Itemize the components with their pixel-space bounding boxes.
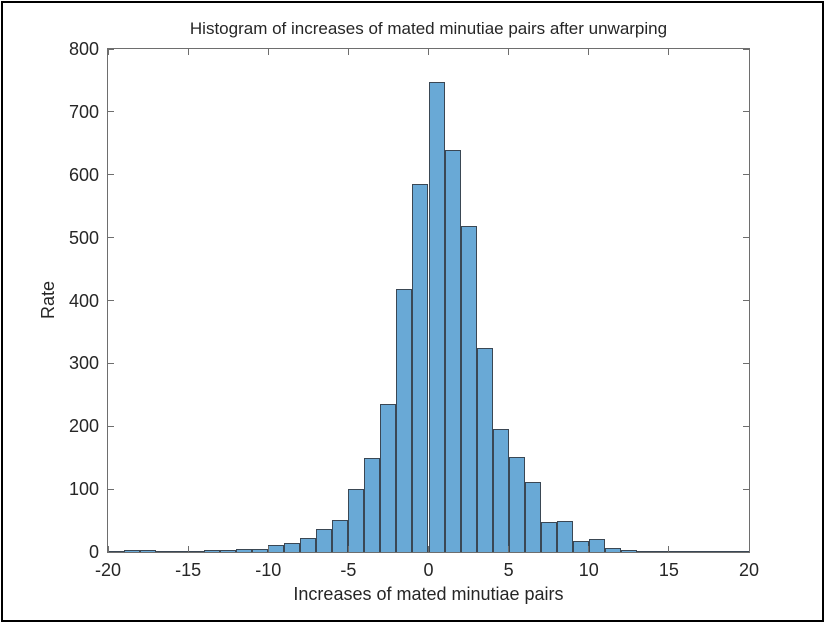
tick-mark (108, 300, 114, 301)
tick-mark (668, 49, 670, 55)
tick-mark (267, 546, 269, 552)
histogram-bar (316, 529, 333, 552)
histogram-bar (380, 404, 397, 552)
tick-mark (743, 174, 749, 176)
histogram-bar (412, 184, 429, 552)
histogram-bar (524, 481, 541, 552)
histogram-bar (556, 521, 573, 552)
histogram-bar (236, 548, 253, 552)
tick-mark (187, 546, 189, 552)
y-tick-label: 200 (68, 416, 99, 437)
histogram-bar (108, 550, 125, 552)
tick-mark (347, 49, 349, 55)
x-tick-label: 15 (658, 560, 679, 580)
tick-mark (108, 174, 114, 176)
y-tick-label: 700 (68, 101, 99, 122)
y-tick-label: 600 (68, 164, 99, 185)
x-tick-label: 5 (503, 560, 514, 580)
tick-mark (108, 48, 114, 50)
y-tick-label: 800 (68, 39, 99, 59)
histogram-bar (636, 550, 653, 552)
chart-title: Histogram of increases of mated minutiae… (189, 19, 668, 38)
tick-mark (743, 362, 749, 364)
x-tick-label: -20 (94, 560, 121, 580)
histogram-bar (588, 538, 605, 552)
tick-mark (743, 551, 749, 553)
tick-mark (748, 546, 750, 552)
plot-area (107, 48, 750, 553)
tick-mark (668, 546, 670, 552)
histogram-bar (684, 551, 701, 552)
x-tick-label: 10 (578, 560, 599, 580)
histogram-bar (156, 550, 173, 552)
histogram-bar (572, 541, 589, 552)
histogram-bar (444, 149, 461, 552)
tick-mark (347, 546, 349, 552)
tick-mark (267, 49, 269, 55)
histogram-bar (124, 550, 141, 552)
tick-mark (743, 488, 749, 490)
histogram-bar (492, 428, 509, 552)
tick-mark (107, 49, 109, 55)
x-tick-label: -5 (340, 560, 357, 580)
histogram-bar (204, 550, 221, 552)
x-tick-label: -15 (175, 560, 202, 580)
tick-mark (743, 425, 749, 427)
histogram-bar (652, 550, 669, 552)
x-tick-label: -10 (255, 560, 282, 580)
tick-mark (508, 546, 510, 552)
histogram-bar (332, 519, 349, 552)
histogram-bar (140, 550, 157, 552)
histogram-bar (268, 545, 285, 552)
histogram-bar (716, 551, 733, 552)
histogram-bar (188, 550, 205, 552)
tick-mark (743, 48, 749, 50)
histogram-bar (396, 289, 413, 552)
histogram-bar (460, 226, 477, 552)
tick-mark (187, 49, 189, 55)
tick-mark (108, 111, 114, 113)
tick-mark (588, 546, 590, 552)
tick-mark (108, 488, 114, 490)
tick-mark (428, 546, 429, 552)
y-tick-label: 400 (68, 290, 99, 311)
tick-mark (108, 237, 114, 239)
histogram-bar (284, 543, 301, 552)
tick-mark (108, 362, 114, 364)
tick-mark (743, 300, 749, 301)
y-tick-label: 500 (68, 227, 99, 248)
histogram-bar (476, 347, 493, 552)
histogram-bar (668, 551, 685, 552)
histogram-bar (540, 522, 557, 552)
histogram-bar (220, 549, 237, 552)
histogram-bar (172, 550, 189, 552)
histogram-bar (604, 547, 621, 552)
tick-mark (748, 49, 750, 55)
histogram-bar (252, 548, 269, 552)
histogram-bar (700, 551, 717, 552)
histogram-bar (300, 537, 317, 552)
y-tick-label: 300 (68, 353, 99, 374)
x-tick-label: 0 (423, 560, 434, 580)
x-axis-label: Increases of mated minutiae pairs (293, 584, 564, 604)
x-tick-label: 20 (738, 560, 760, 580)
tick-mark (108, 551, 114, 553)
histogram-bar (348, 489, 365, 552)
y-tick-label: 0 (88, 542, 99, 562)
tick-mark (428, 49, 429, 55)
tick-mark (508, 49, 510, 55)
tick-mark (107, 546, 109, 552)
tick-mark (743, 111, 749, 113)
y-tick-label: 100 (68, 479, 99, 500)
tick-mark (108, 425, 114, 427)
histogram-bar (620, 549, 637, 552)
histogram-bar (508, 457, 525, 552)
histogram-bar (428, 81, 445, 552)
histogram-bar (364, 457, 381, 552)
tick-mark (588, 49, 590, 55)
tick-mark (743, 237, 749, 239)
